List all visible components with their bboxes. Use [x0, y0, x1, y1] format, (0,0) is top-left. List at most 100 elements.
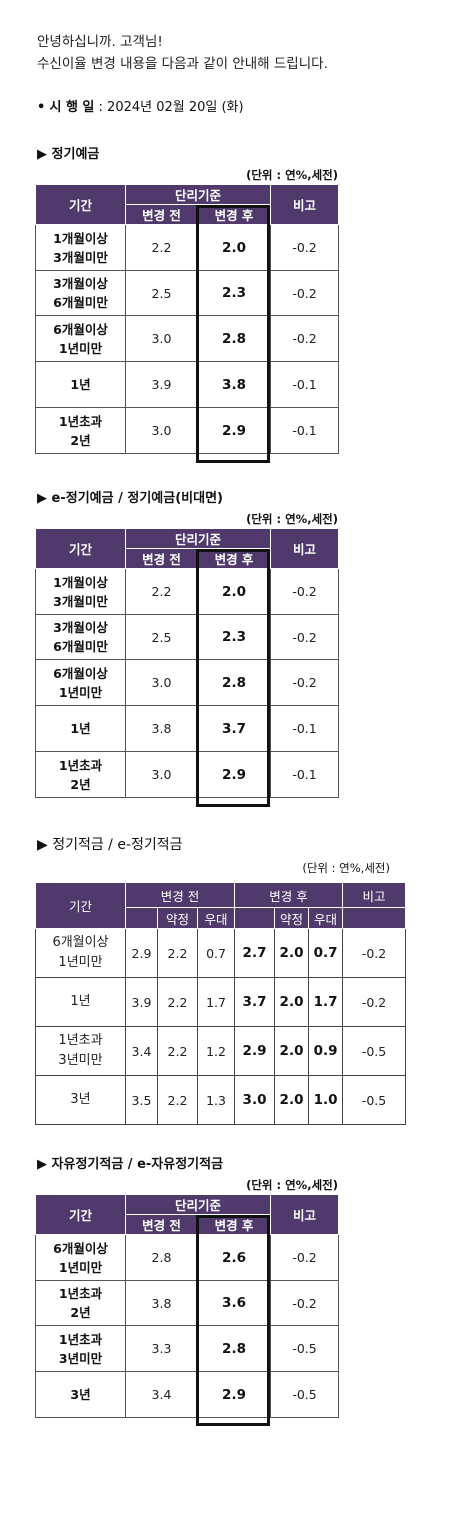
- rate-table-e-time-deposit: 기간 단리기준 비고 변경 전 변경 후 1개월이상 3개월미만 2.2 2.0 …: [35, 528, 340, 798]
- rate-diff: -0.2: [270, 659, 340, 706]
- after-agreed: 2.0: [274, 928, 310, 978]
- period-cell: 6개월이상 1년미만: [35, 659, 126, 706]
- after-preferred: 1.0: [308, 1075, 344, 1125]
- rate-diff: -0.2: [270, 315, 340, 362]
- rate-after: 2.6: [196, 1234, 272, 1281]
- rate-before: 2.2: [125, 224, 198, 271]
- before-total: 2.9: [125, 928, 158, 978]
- header-blank: [234, 907, 276, 929]
- header-after: 변경 후: [196, 1214, 272, 1235]
- rate-before: 3.0: [125, 751, 198, 798]
- greeting-line-1: 안녕하십니까. 고객님!: [37, 34, 163, 50]
- rate-after: 2.3: [196, 270, 272, 316]
- header-diff: 비고: [270, 184, 340, 225]
- after-total: 3.7: [234, 977, 276, 1027]
- effective-date-label: 시 행 일: [49, 100, 95, 115]
- rate-diff: -0.2: [270, 224, 340, 271]
- header-before: 변경 전: [125, 1214, 198, 1235]
- period-cell: 1년초과 3년미만: [35, 1325, 126, 1372]
- before-agreed: 2.2: [157, 977, 198, 1027]
- rate-table-installment: 기간 변경 전 변경 후 비고 약정 우대 약정 우대 6개월이상 1년미만 2.…: [35, 882, 407, 1125]
- header-after: 변경 후: [234, 882, 344, 908]
- rate-before: 3.0: [125, 659, 198, 706]
- unit-label: (단위 : 연%,세전): [246, 512, 338, 526]
- header-period: 기간: [35, 882, 126, 929]
- table-row: 1년초과 2년 3.0 2.9 -0.1: [35, 751, 340, 798]
- header-preferred: 우대: [196, 907, 236, 929]
- table-row: 1개월이상 3개월미만 2.2 2.0 -0.2: [35, 224, 340, 271]
- before-preferred: 1.3: [196, 1075, 236, 1125]
- before-preferred: 1.7: [196, 977, 236, 1027]
- header-before: 변경 전: [125, 204, 198, 225]
- section-title-free-installment: ▶ 자유정기적금 / e-자유정기적금: [37, 1157, 224, 1172]
- period-cell: 3개월이상 6개월미만: [35, 614, 126, 660]
- period-cell: 6개월이상 1년미만: [35, 315, 126, 362]
- before-agreed: 2.2: [157, 1075, 198, 1125]
- rate-diff: -0.5: [342, 1075, 407, 1125]
- period-cell: 1년초과 3년미만: [35, 1026, 126, 1076]
- table-row: 6개월이상 1년미만 2.9 2.2 0.7 2.7 2.0 0.7 -0.2: [35, 928, 407, 978]
- after-total: 2.7: [234, 928, 276, 978]
- rate-before: 2.5: [125, 270, 198, 316]
- after-preferred: 0.9: [308, 1026, 344, 1076]
- after-preferred: 0.7: [308, 928, 344, 978]
- table-row: 6개월이상 1년미만 3.0 2.8 -0.2: [35, 659, 340, 706]
- rate-before: 3.8: [125, 1280, 198, 1326]
- rate-before: 3.3: [125, 1325, 198, 1372]
- table-row: 6개월이상 1년미만 3.0 2.8 -0.2: [35, 315, 340, 362]
- header-period: 기간: [35, 184, 126, 225]
- rate-diff: -0.2: [270, 270, 340, 316]
- rate-after: 2.0: [196, 568, 272, 615]
- table-row: 1년초과 2년 3.0 2.9 -0.1: [35, 407, 340, 454]
- rate-diff: -0.2: [270, 614, 340, 660]
- after-preferred: 1.7: [308, 977, 344, 1027]
- rate-after: 2.0: [196, 224, 272, 271]
- after-agreed: 2.0: [274, 1075, 310, 1125]
- after-total: 3.0: [234, 1075, 276, 1125]
- table-row: 1년 3.8 3.7 -0.1: [35, 705, 340, 752]
- header-before: 변경 전: [124, 882, 236, 908]
- rate-before: 3.8: [125, 705, 198, 752]
- period-cell: 3개월이상 6개월미만: [35, 270, 126, 316]
- period-cell: 1개월이상 3개월미만: [35, 568, 126, 615]
- unit-label: (단위 : 연%,세전): [302, 861, 390, 875]
- table-row: 1년초과 2년 3.8 3.6 -0.2: [35, 1280, 340, 1326]
- rate-before: 3.0: [125, 407, 198, 454]
- rate-diff: -0.5: [270, 1325, 340, 1372]
- rate-after: 2.8: [196, 659, 272, 706]
- period-cell: 3년: [35, 1075, 126, 1125]
- rate-before: 3.0: [125, 315, 198, 362]
- rate-before: 3.4: [125, 1371, 198, 1418]
- period-cell: 1년: [35, 705, 126, 752]
- effective-date: • 시 행 일 : 2024년 02월 20일 (화): [37, 96, 244, 115]
- after-total: 2.9: [234, 1026, 276, 1076]
- rate-after: 3.7: [196, 705, 272, 752]
- header-before: 변경 전: [125, 548, 198, 569]
- rate-after: 2.9: [196, 407, 272, 454]
- header-after: 변경 후: [196, 204, 272, 225]
- period-cell: 1년초과 2년: [35, 407, 126, 454]
- before-preferred: 1.2: [196, 1026, 236, 1076]
- header-diff: 비고: [270, 1194, 340, 1235]
- period-cell: 1년초과 2년: [35, 1280, 126, 1326]
- bullet: •: [37, 100, 46, 115]
- header-blank: [342, 907, 407, 929]
- rate-diff: -0.1: [270, 751, 340, 798]
- header-diff: 비고: [270, 528, 340, 569]
- section-title-time-deposit: ▶ 정기예금: [37, 147, 100, 162]
- rate-before: 2.2: [125, 568, 198, 615]
- table-row: 3년 3.4 2.9 -0.5: [35, 1371, 340, 1418]
- header-preferred: 우대: [308, 907, 344, 929]
- rate-diff: -0.2: [270, 1280, 340, 1326]
- rate-diff: -0.2: [342, 977, 407, 1027]
- period-cell: 6개월이상 1년미만: [35, 1234, 126, 1281]
- unit-label: (단위 : 연%,세전): [246, 1178, 338, 1192]
- greeting-line-2: 수신이율 변경 내용을 다음과 같이 안내해 드립니다.: [37, 56, 328, 72]
- table-row: 3개월이상 6개월미만 2.5 2.3 -0.2: [35, 270, 340, 316]
- before-total: 3.4: [125, 1026, 158, 1076]
- rate-before: 2.5: [125, 614, 198, 660]
- header-agreed: 약정: [157, 907, 198, 929]
- header-period: 기간: [35, 528, 126, 569]
- rate-after: 2.9: [196, 1371, 272, 1418]
- before-total: 3.9: [125, 977, 158, 1027]
